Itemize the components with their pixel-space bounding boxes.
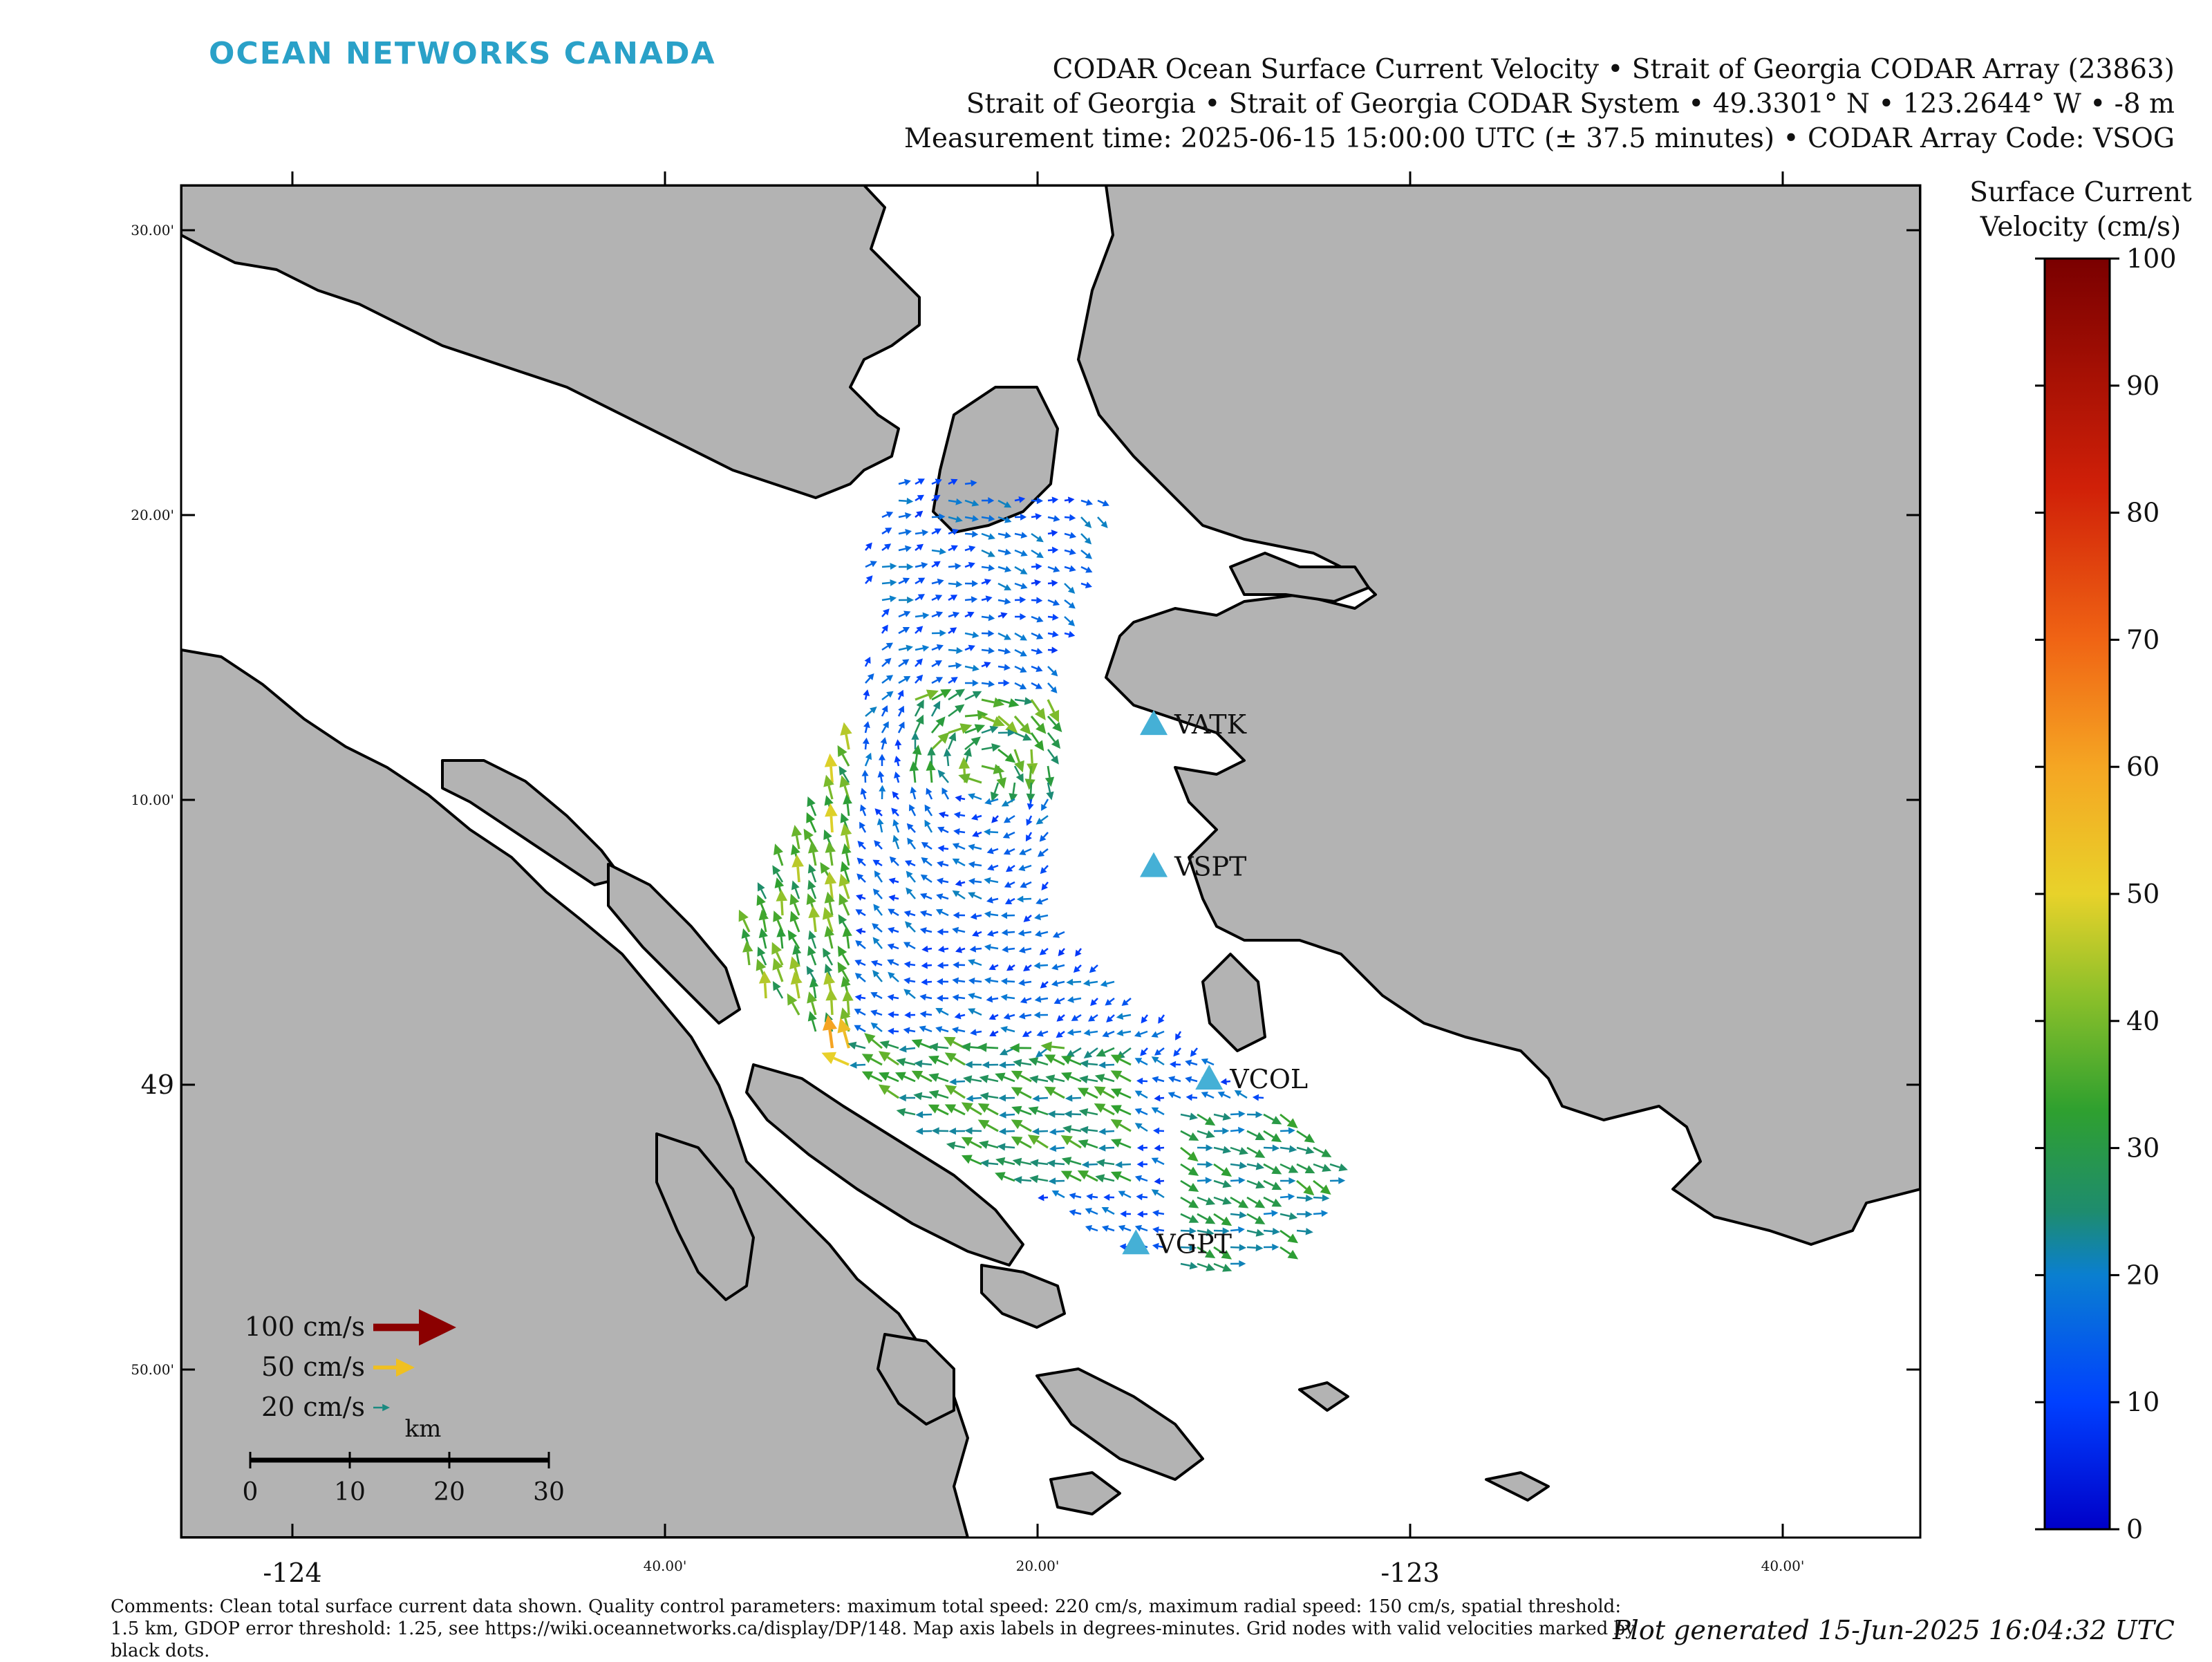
colorbar-gradient [2045,259,2110,1529]
colorbar-tick-label: 100 [2126,243,2177,274]
colorbar-tick-label: 30 [2126,1133,2159,1164]
colorbar-tick-label: 20 [2126,1260,2159,1290]
colorbar-tick-label: 90 [2126,371,2159,401]
colorbar-tick-label: 80 [2126,498,2159,528]
legend-label-100: 100 cm/s [245,1311,365,1342]
lon-label-20: 20.00' [1016,1558,1060,1574]
map-area [181,185,1920,1538]
station-label: VCOL [1229,1064,1308,1094]
scale-tick-20: 20 [433,1478,465,1506]
lon-label-40a: 40.00' [644,1558,687,1574]
lon-label-124: -124 [263,1558,321,1588]
legend-label-50: 50 cm/s [261,1352,365,1382]
colorbar-tick-label: 10 [2126,1387,2159,1417]
plot-generated-timestamp: Plot generated 15-Jun-2025 16:04:32 UTC [1613,1615,2175,1645]
colorbar-title: Surface Current Velocity (cm/s) [1963,176,2198,245]
lat-label-30: 30.00' [131,222,174,239]
lon-label-40b: 40.00' [1761,1558,1805,1574]
colorbar-tick-label: 50 [2126,879,2159,909]
legend-label-20: 20 cm/s [261,1392,365,1422]
station-label: VSPT [1174,852,1246,882]
lat-label-49: 49 [141,1070,174,1100]
colorbar: 0 10 20 30 40 50 60 70 80 90 100 [2035,243,2177,1544]
colorbar-title-line-2: Velocity (cm/s) [1963,210,2198,245]
scale-title: km [405,1415,442,1443]
colorbar-title-line-1: Surface Current [1963,176,2198,210]
lat-label-10: 10.00' [131,792,174,808]
colorbar-tick-label: 0 [2126,1514,2143,1544]
lon-label-123: -123 [1380,1558,1439,1588]
scale-tick-10: 10 [334,1478,366,1506]
comments-text: Comments: Clean total surface current da… [111,1596,1652,1662]
scale-tick-0: 0 [243,1478,259,1506]
colorbar-tick-label: 60 [2126,751,2159,782]
station-label: VATK [1174,709,1247,740]
lat-label-20: 20.00' [131,507,174,523]
station-label: VGPT [1156,1229,1232,1259]
colorbar-tick-label: 70 [2126,624,2159,655]
colorbar-tick-label: 40 [2126,1006,2159,1036]
scale-tick-30: 30 [533,1478,565,1506]
lat-label-50: 50.00' [131,1361,174,1378]
